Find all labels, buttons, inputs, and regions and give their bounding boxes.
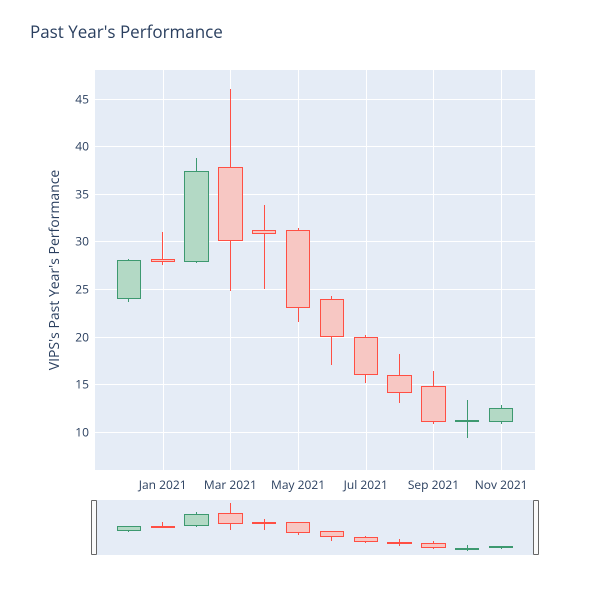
x-tick-label: Sep 2021: [408, 470, 459, 493]
candle-wick: [264, 519, 265, 531]
candle-wick: [467, 400, 468, 437]
y-tick-label: 25: [75, 281, 95, 298]
candle-body: [151, 259, 175, 263]
candle-body: [421, 386, 445, 422]
candle-body: [218, 513, 242, 523]
chart-root: Past Year's Performance VIPS's Past Year…: [0, 0, 600, 600]
candle-body: [320, 299, 344, 337]
candle-body: [320, 531, 344, 536]
y-axis-label: VIPS's Past Year's Performance: [45, 170, 64, 371]
candle-body: [489, 408, 513, 422]
main-plot[interactable]: 1015202530354045Jan 2021Mar 2021May 2021…: [95, 70, 535, 470]
rangeslider-handle-right[interactable]: [533, 500, 539, 555]
candle-body: [354, 537, 378, 542]
candle-body: [455, 548, 479, 550]
rangeslider-candles: [95, 500, 535, 555]
y-tick-label: 10: [75, 423, 95, 440]
rangeslider[interactable]: [95, 500, 535, 555]
candle-body: [455, 420, 479, 422]
candle-body: [489, 546, 513, 548]
x-tick-label: Mar 2021: [204, 470, 257, 493]
candle-wick: [264, 205, 265, 289]
y-tick-label: 30: [75, 233, 95, 250]
chart-title: Past Year's Performance: [30, 20, 223, 43]
candle-body: [218, 167, 242, 241]
y-tick-label: 35: [75, 185, 95, 202]
y-tick-label: 40: [75, 138, 95, 155]
candle-body: [387, 375, 411, 393]
candle-body: [117, 260, 141, 298]
candle-body: [151, 526, 175, 528]
y-tick-label: 45: [75, 90, 95, 107]
candle-body: [252, 230, 276, 234]
candle-body: [354, 337, 378, 375]
candle-body: [184, 514, 208, 527]
candle-body: [387, 542, 411, 544]
candle-body: [184, 171, 208, 262]
candle-body: [117, 526, 141, 531]
candlesticks: [95, 70, 535, 470]
y-tick-label: 15: [75, 376, 95, 393]
candle-body: [286, 522, 310, 533]
y-tick-label: 20: [75, 328, 95, 345]
candle-body: [286, 230, 310, 308]
x-tick-label: Jul 2021: [344, 470, 388, 493]
x-tick-label: Jan 2021: [139, 470, 187, 493]
x-tick-label: May 2021: [271, 470, 325, 493]
candle-body: [421, 543, 445, 548]
rangeslider-handle-left[interactable]: [91, 500, 97, 555]
candle-body: [252, 522, 276, 524]
x-tick-label: Nov 2021: [475, 470, 528, 493]
